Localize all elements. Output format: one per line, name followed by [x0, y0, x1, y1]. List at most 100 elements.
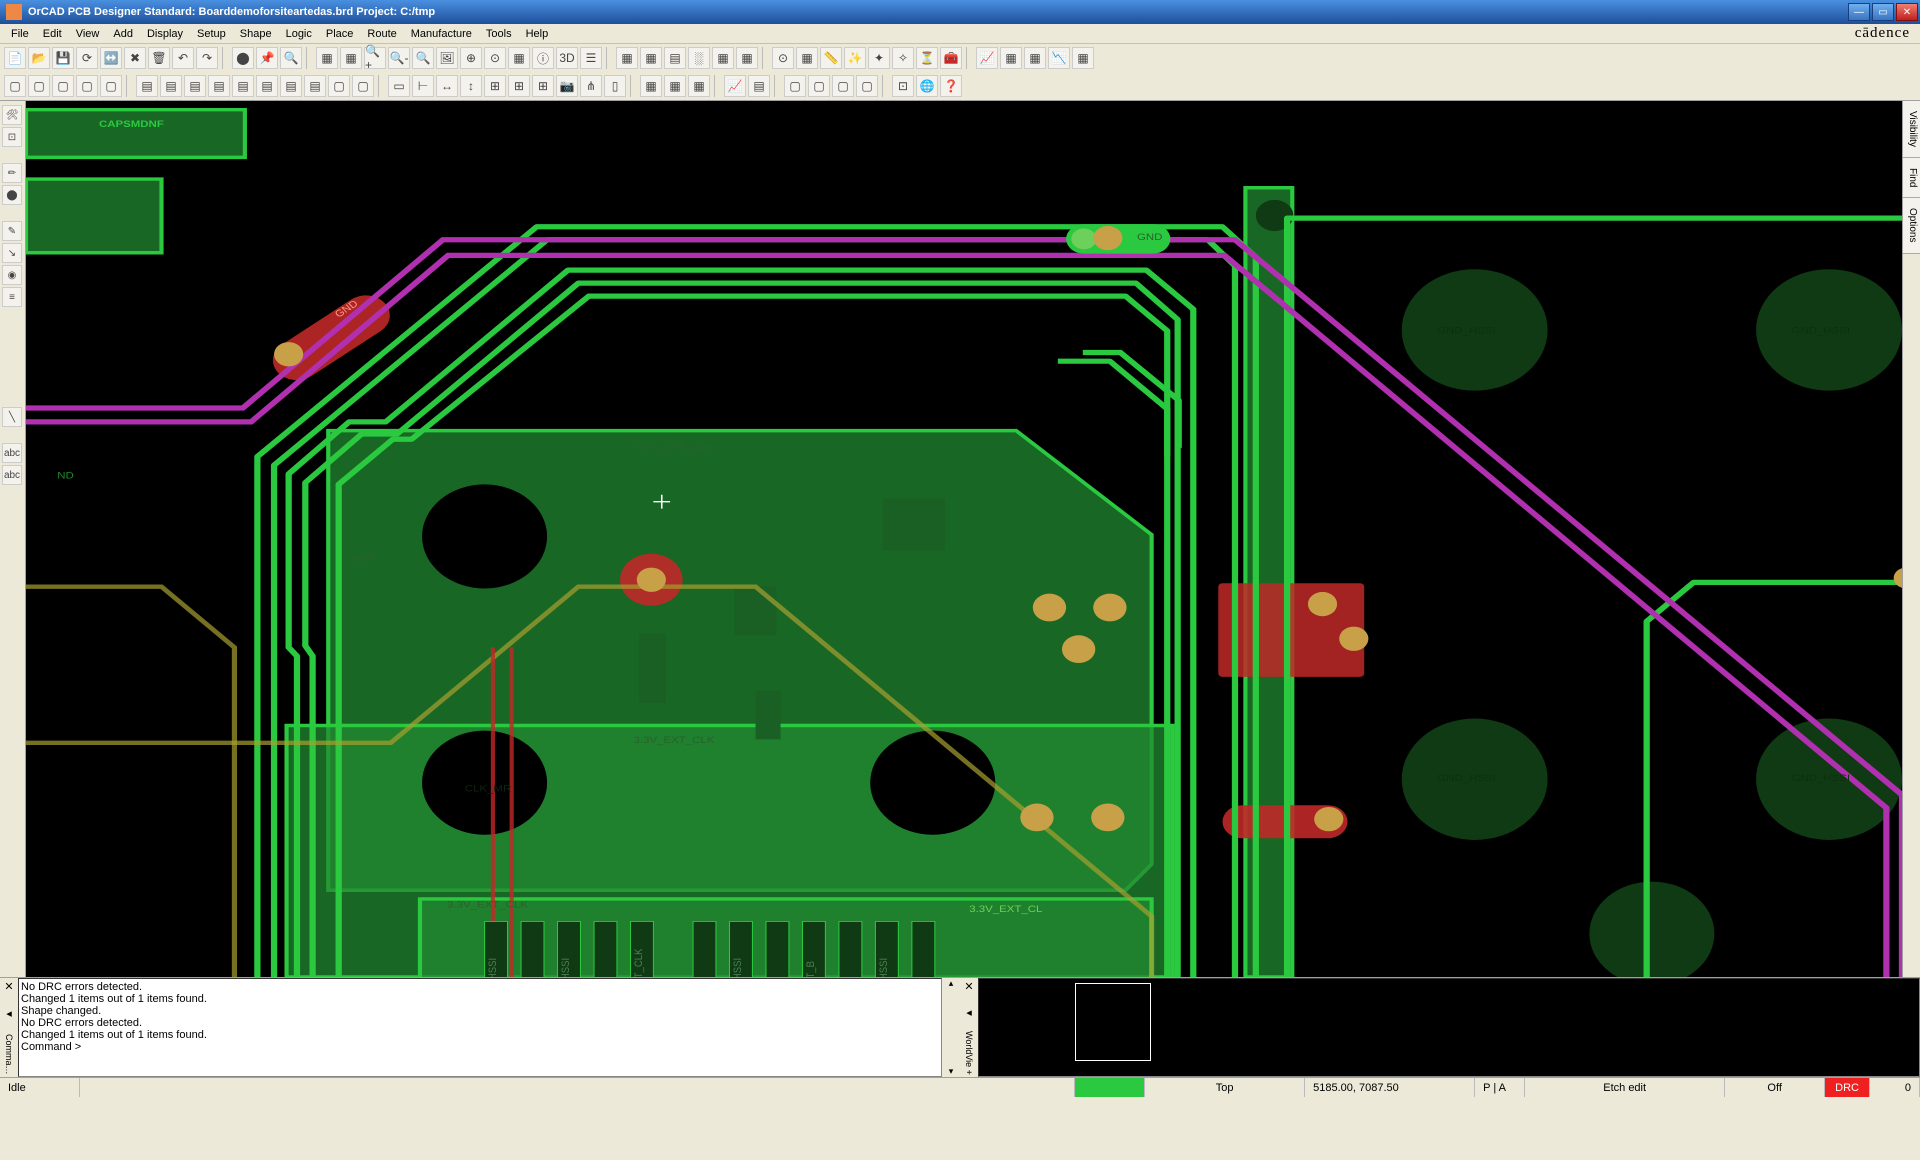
toolbar-button[interactable]: ⊞	[532, 75, 554, 97]
menu-add[interactable]: Add	[106, 26, 140, 42]
left-tool-button[interactable]: 🛠	[2, 105, 22, 125]
toolbar-button[interactable]: ░	[688, 47, 710, 69]
menu-manufacture[interactable]: Manufacture	[404, 26, 479, 42]
toolbar-button[interactable]: ⊢	[412, 75, 434, 97]
toolbar-button[interactable]: ▦	[1000, 47, 1022, 69]
toolbar-button[interactable]: ▦	[712, 47, 734, 69]
restore-button[interactable]: ▭	[1872, 3, 1894, 21]
menu-edit[interactable]: Edit	[36, 26, 69, 42]
status-drc-mode[interactable]: Off	[1725, 1078, 1825, 1097]
toolbar-button[interactable]: 🔍	[412, 47, 434, 69]
left-tool-button[interactable]: ╲	[2, 407, 22, 427]
toolbar-button[interactable]: 📈	[976, 47, 998, 69]
toolbar-button[interactable]: 🔍-	[388, 47, 410, 69]
left-tool-button[interactable]: ⊡	[2, 127, 22, 147]
toolbar-button[interactable]: ▤	[664, 47, 686, 69]
toolbar-button[interactable]: ▤	[748, 75, 770, 97]
worldview-minimap[interactable]	[978, 978, 1920, 1077]
toolbar-button[interactable]: ▢	[100, 75, 122, 97]
toolbar-button[interactable]: ✨	[844, 47, 866, 69]
toolbar-button[interactable]: ▢	[76, 75, 98, 97]
toolbar-button[interactable]: ▤	[280, 75, 302, 97]
left-tool-button[interactable]: ✎	[2, 221, 22, 241]
toolbar-button[interactable]: ▦	[736, 47, 758, 69]
toolbar-button[interactable]: ▤	[184, 75, 206, 97]
toolbar-button[interactable]: ▢	[28, 75, 50, 97]
menu-help[interactable]: Help	[519, 26, 556, 42]
left-tool-button[interactable]: ≡	[2, 287, 22, 307]
toolbar-button[interactable]: ⬤	[232, 47, 254, 69]
status-layer[interactable]: Top	[1145, 1078, 1305, 1097]
toolbar-button[interactable]: 📂	[28, 47, 50, 69]
toolbar-button[interactable]: ▤	[160, 75, 182, 97]
toolbar-button[interactable]: ⏳	[916, 47, 938, 69]
toolbar-button[interactable]: ↔	[436, 75, 458, 97]
toolbar-button[interactable]: 📈	[724, 75, 746, 97]
toolbar-button[interactable]: ✦	[868, 47, 890, 69]
close-button[interactable]: ✕	[1896, 3, 1918, 21]
minimize-button[interactable]: —	[1848, 3, 1870, 21]
toolbar-button[interactable]: 💾	[52, 47, 74, 69]
toolbar-button[interactable]: ▤	[136, 75, 158, 97]
left-tool-button[interactable]: abc	[2, 465, 22, 485]
toolbar-button[interactable]: ▢	[832, 75, 854, 97]
toolbar-button[interactable]: 📄	[4, 47, 26, 69]
toolbar-button[interactable]: ↶	[172, 47, 194, 69]
toolbar-button[interactable]: ⊡	[892, 75, 914, 97]
toolbar-button[interactable]: ✧	[892, 47, 914, 69]
toolbar-button[interactable]: ▦	[340, 47, 362, 69]
toolbar-button[interactable]: ▦	[316, 47, 338, 69]
toolbar-button[interactable]: ↕	[460, 75, 482, 97]
status-drc-label[interactable]: DRC	[1825, 1078, 1870, 1097]
toolbar-button[interactable]: ⓘ	[532, 47, 554, 69]
toolbar-button[interactable]: ☰	[580, 47, 602, 69]
panel-tab-options[interactable]: Options	[1903, 198, 1920, 253]
toolbar-button[interactable]: 🔍	[280, 47, 302, 69]
menu-display[interactable]: Display	[140, 26, 190, 42]
toolbar-button[interactable]: ▦	[1024, 47, 1046, 69]
toolbar-button[interactable]: ⊙	[484, 47, 506, 69]
toolbar-button[interactable]: ▢	[4, 75, 26, 97]
toolbar-button[interactable]: ▢	[856, 75, 878, 97]
toolbar-button[interactable]: ❓	[940, 75, 962, 97]
toolbar-button[interactable]: ▦	[796, 47, 818, 69]
toolbar-button[interactable]: ▦	[1072, 47, 1094, 69]
toolbar-button[interactable]: 📌	[256, 47, 278, 69]
toolbar-button[interactable]: 🗑	[148, 47, 170, 69]
menu-file[interactable]: File	[4, 26, 36, 42]
pcb-canvas[interactable]: GND_HSSIGND_HSSI3.3V_EXT_CLKGND_HSSI3_OU…	[26, 101, 1902, 977]
toolbar-button[interactable]: ▤	[256, 75, 278, 97]
left-tool-button[interactable]: ↘	[2, 243, 22, 263]
toolbar-button[interactable]: ⟳	[76, 47, 98, 69]
menu-shape[interactable]: Shape	[233, 26, 279, 42]
toolbar-button[interactable]: ▭	[388, 75, 410, 97]
toolbar-button[interactable]: ⊞	[484, 75, 506, 97]
menu-tools[interactable]: Tools	[479, 26, 519, 42]
menu-logic[interactable]: Logic	[279, 26, 319, 42]
toolbar-button[interactable]: 📷	[556, 75, 578, 97]
toolbar-button[interactable]: 📉	[1048, 47, 1070, 69]
toolbar-button[interactable]: 🔍+	[364, 47, 386, 69]
toolbar-button[interactable]: 🖼	[436, 47, 458, 69]
menu-place[interactable]: Place	[319, 26, 361, 42]
status-p-a[interactable]: P | A	[1475, 1078, 1525, 1097]
toolbar-button[interactable]: ▢	[328, 75, 350, 97]
toolbar-button[interactable]: ▯	[604, 75, 626, 97]
toolbar-button[interactable]: ▢	[52, 75, 74, 97]
toolbar-button[interactable]: 📏	[820, 47, 842, 69]
minimap-viewport[interactable]	[1075, 983, 1151, 1061]
panel-tab-find[interactable]: Find	[1903, 158, 1920, 198]
menu-route[interactable]: Route	[360, 26, 403, 42]
toolbar-button[interactable]: ▦	[664, 75, 686, 97]
toolbar-button[interactable]: ▦	[616, 47, 638, 69]
toolbar-button[interactable]: ✖	[124, 47, 146, 69]
toolbar-button[interactable]: ▦	[640, 47, 662, 69]
toolbar-button[interactable]: ▤	[208, 75, 230, 97]
panel-tab-visibility[interactable]: Visibility	[1903, 101, 1920, 158]
menu-setup[interactable]: Setup	[190, 26, 233, 42]
toolbar-button[interactable]: ▢	[808, 75, 830, 97]
toolbar-button[interactable]: ⊕	[460, 47, 482, 69]
toolbar-button[interactable]: ▦	[688, 75, 710, 97]
left-tool-button[interactable]: ⬤	[2, 185, 22, 205]
toolbar-button[interactable]: ⊞	[508, 75, 530, 97]
